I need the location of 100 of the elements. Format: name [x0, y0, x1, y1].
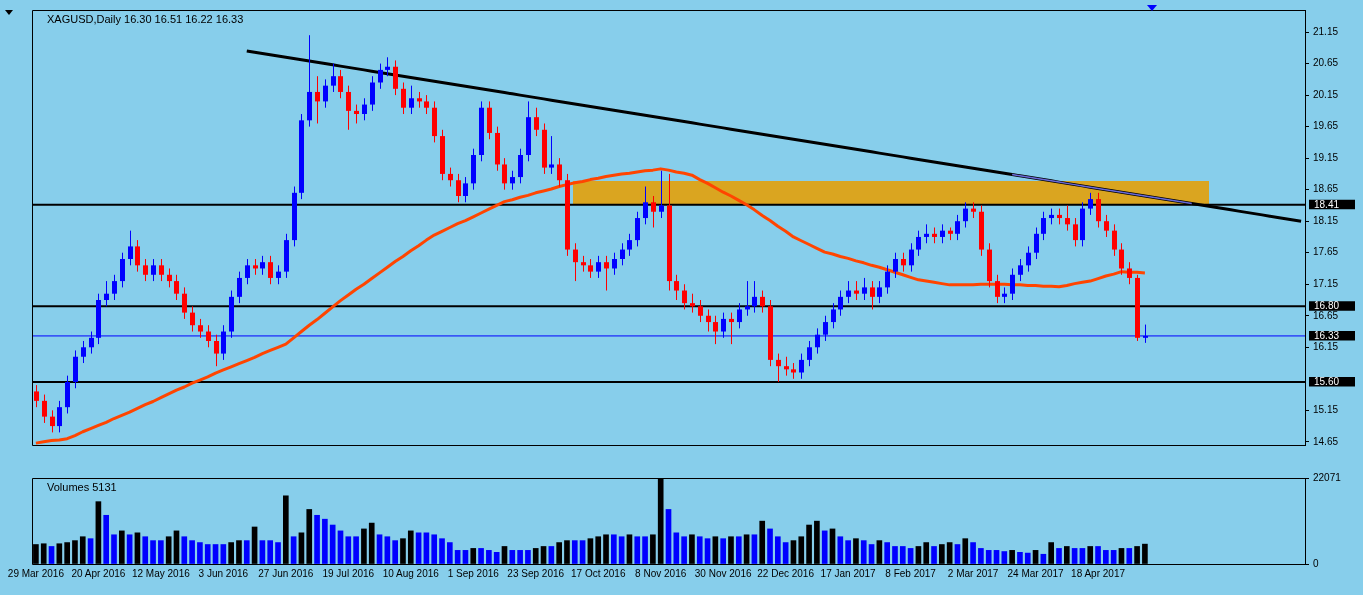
bar: [439, 538, 445, 564]
bar: [970, 542, 976, 564]
bar: [142, 536, 149, 564]
candlestick: [268, 255, 273, 285]
candlestick: [81, 340, 86, 364]
candlestick: [534, 107, 539, 137]
candlestick: [362, 97, 367, 121]
bar: [322, 518, 328, 564]
candlestick: [549, 135, 554, 175]
ref-line-label: 15.60: [1314, 375, 1340, 387]
bar: [681, 536, 687, 564]
bar: [993, 550, 1000, 564]
candlestick: [1104, 214, 1109, 238]
bar: [376, 534, 383, 564]
candlestick: [846, 280, 851, 304]
bar: [259, 540, 266, 564]
candlestick: [760, 290, 765, 314]
candlestick: [1026, 245, 1031, 273]
bar: [150, 540, 156, 564]
bar: [267, 540, 274, 564]
bar: [985, 550, 992, 564]
bar: [1024, 552, 1031, 564]
bar: [1110, 550, 1117, 564]
candlestick: [870, 280, 875, 310]
x-tick-label: 17 Oct 2016: [570, 567, 626, 579]
x-tick-label: 19 Jul 2016: [322, 567, 375, 579]
candlestick: [315, 75, 320, 124]
bar: [158, 540, 164, 564]
candlestick: [276, 264, 281, 285]
x-tick-label: 30 Nov 2016: [694, 567, 752, 579]
candlestick: [1119, 242, 1124, 276]
bar: [329, 524, 336, 564]
y-tick-label: 16.65: [1313, 309, 1339, 321]
candlestick: [463, 176, 468, 203]
bar: [931, 546, 937, 564]
bar: [978, 548, 984, 564]
candlestick: [995, 274, 1000, 304]
candlestick: [698, 299, 703, 323]
bar: [1056, 548, 1062, 564]
bar: [611, 534, 617, 564]
candlestick: [198, 318, 203, 339]
bar: [431, 534, 438, 564]
candlestick: [518, 148, 523, 184]
bar: [525, 550, 531, 564]
candlestick: [409, 85, 414, 115]
candlestick: [1065, 204, 1070, 232]
x-tick-label: 8 Nov 2016: [635, 567, 687, 579]
candlestick: [596, 255, 601, 279]
candlestick: [502, 157, 507, 191]
candlestick: [214, 334, 219, 367]
bar: [642, 536, 648, 564]
candlestick: [167, 267, 172, 288]
bar: [1095, 546, 1101, 564]
candlestick: [260, 255, 265, 276]
candlestick: [1010, 267, 1015, 301]
x-tick-label: 12 May 2016: [131, 567, 191, 579]
candlestick: [737, 302, 742, 329]
bar: [517, 550, 523, 564]
candlestick: [1018, 258, 1023, 282]
bar: [384, 536, 391, 564]
candlestick: [338, 69, 343, 99]
candlestick: [635, 211, 640, 247]
y-tick-label: 14.65: [1313, 435, 1339, 447]
bar: [509, 550, 516, 564]
candlestick: [1112, 223, 1117, 257]
y-tick-label: 16.15: [1313, 341, 1339, 353]
candlestick: [588, 258, 593, 279]
candlestick: [706, 308, 711, 333]
candlestick: [612, 252, 617, 276]
candlestick: [963, 201, 968, 228]
candlestick: [807, 340, 812, 367]
candlestick: [159, 258, 164, 282]
bar: [1126, 548, 1133, 564]
candlestick: [510, 170, 515, 191]
candlestick: [57, 400, 62, 433]
candlestick: [385, 56, 390, 77]
y-tick-label: 20.65: [1313, 57, 1339, 69]
bar: [111, 534, 117, 564]
bar: [884, 542, 891, 564]
bar: [181, 536, 188, 564]
bar: [673, 532, 680, 564]
candlestick: [627, 233, 632, 257]
candlestick: [784, 356, 789, 377]
bar: [634, 536, 641, 564]
x-tick-label: 8 Feb 2017: [885, 567, 937, 579]
bar: [618, 536, 625, 564]
candlestick: [182, 286, 187, 320]
bar: [1071, 548, 1078, 564]
bar: [720, 538, 726, 564]
bar: [954, 544, 961, 564]
y-tick-label: 15.15: [1313, 404, 1339, 416]
candlestick: [1127, 261, 1132, 285]
bar: [454, 550, 461, 564]
candlestick: [401, 82, 406, 115]
candlestick: [1034, 227, 1039, 260]
candlestick: [1041, 211, 1046, 241]
candlestick: [448, 167, 453, 188]
bar: [899, 546, 906, 564]
x-tick-label: 3 Jun 2016: [198, 567, 249, 579]
bar: [1017, 551, 1023, 564]
